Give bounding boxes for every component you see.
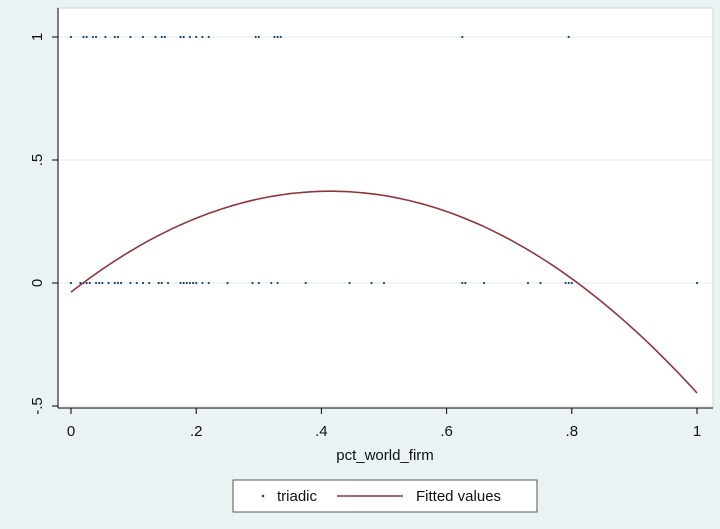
scatter-point	[116, 35, 120, 39]
scatter-point	[88, 281, 91, 285]
fitted-values-line	[70, 190, 698, 394]
scatter-point	[276, 281, 279, 285]
scatter-point	[179, 35, 182, 39]
legend-triadic-marker	[261, 494, 265, 498]
scatter-point	[526, 281, 530, 285]
scatter-point	[251, 281, 254, 285]
scatter-point	[191, 281, 195, 285]
y-tick-label: .5	[29, 154, 46, 167]
scatter-point	[91, 35, 95, 39]
scatter-point	[270, 281, 273, 285]
scatter-point	[179, 281, 182, 285]
legend: triadic Fitted values	[232, 479, 538, 513]
scatter-point	[94, 281, 98, 285]
scatter-point	[182, 35, 185, 39]
scatter-point	[69, 281, 73, 285]
scatter-point	[160, 35, 163, 39]
scatter-point	[148, 281, 151, 285]
scatter-point	[461, 281, 464, 285]
x-tick-label: .8	[566, 423, 579, 440]
legend-fitted-label: Fitted values	[416, 488, 501, 505]
scatter-point	[85, 35, 88, 39]
scatter-point	[101, 281, 104, 285]
scatter-point	[254, 35, 257, 39]
x-tick-label: .4	[315, 423, 328, 440]
scatter-point	[104, 35, 107, 39]
scatter-point	[695, 281, 699, 285]
y-tick-label: 1	[29, 33, 46, 41]
triadic-points	[69, 35, 699, 285]
scatter-point	[276, 35, 279, 39]
y-axis-ticks: -.5 0 .5 1	[29, 33, 58, 415]
scatter-point	[69, 35, 73, 39]
scatter-point	[461, 35, 464, 39]
scatter-point	[567, 35, 570, 39]
scatter-point	[483, 281, 486, 285]
scatter-point	[570, 281, 573, 285]
x-tick-label: 1	[693, 423, 701, 440]
scatter-point	[141, 281, 145, 285]
legend-triadic-label: triadic	[277, 488, 318, 505]
scatter-point	[188, 281, 192, 285]
scatter-point	[135, 281, 138, 285]
scatter-point	[82, 35, 85, 39]
scatter-point	[129, 281, 132, 285]
x-axis-title: pct_world_firm	[336, 447, 434, 464]
scatter-point	[539, 281, 542, 285]
scatter-point	[107, 281, 110, 285]
scatter-point	[113, 35, 116, 39]
scatter-point	[201, 281, 204, 285]
scatter-point	[116, 281, 120, 285]
scatter-point	[564, 281, 567, 285]
x-axis-ticks: 0 .2 .4 .6 .8 1	[67, 408, 701, 440]
scatter-point	[370, 281, 373, 285]
scatter-point	[279, 35, 282, 39]
scatter-point	[157, 281, 160, 285]
scatter-point	[160, 281, 163, 285]
scatter-point	[163, 35, 166, 39]
x-tick-label: .6	[440, 423, 453, 440]
scatter-point	[226, 281, 229, 285]
scatter-point	[129, 35, 132, 39]
scatter-point	[207, 35, 210, 39]
scatter-point	[113, 281, 116, 285]
scatter-point	[98, 281, 101, 285]
scatter-point	[382, 281, 386, 285]
scatter-point	[201, 35, 204, 39]
scatter-point	[85, 281, 88, 285]
scatter-point	[182, 281, 185, 285]
y-tick-label: 0	[29, 279, 46, 287]
scatter-point	[257, 35, 260, 39]
scatter-point	[348, 281, 351, 285]
scatter-point	[304, 281, 307, 285]
scatter-point	[464, 281, 467, 285]
x-tick-label: .2	[190, 423, 203, 440]
scatter-point	[195, 281, 198, 285]
plot-background	[57, 7, 714, 409]
y-tick-label: -.5	[29, 397, 46, 415]
scatter-point	[195, 35, 198, 39]
scatter-point	[273, 35, 276, 39]
scatter-point	[119, 281, 123, 285]
scatter-point	[257, 281, 260, 285]
scatter-point	[94, 35, 98, 39]
scatter-point	[154, 35, 157, 39]
scatter-point	[567, 281, 570, 285]
scatter-point	[188, 35, 192, 39]
scatter-point	[141, 35, 145, 39]
scatter-point	[185, 281, 188, 285]
scatter-point	[166, 281, 170, 285]
scatter-point	[207, 281, 210, 285]
x-tick-label: 0	[67, 423, 75, 440]
